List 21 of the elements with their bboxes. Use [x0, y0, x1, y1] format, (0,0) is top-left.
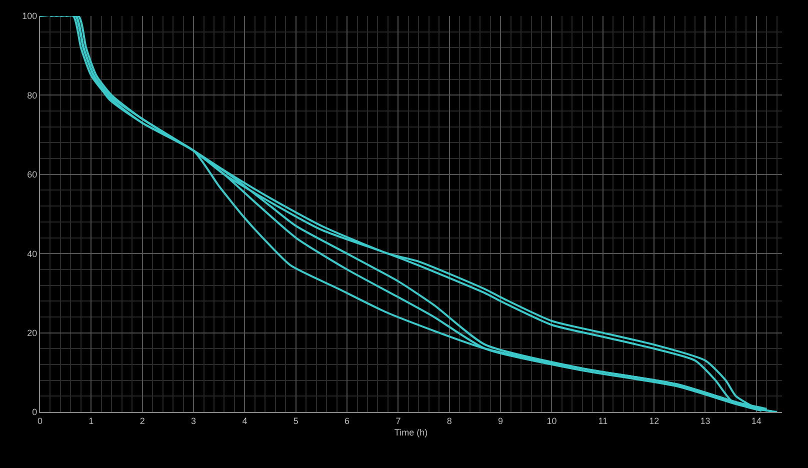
- x-tick-label: 5: [293, 416, 298, 426]
- y-tick-label: 80: [27, 90, 38, 100]
- x-tick-label: 2: [140, 416, 145, 426]
- x-tick-label: 14: [751, 416, 762, 426]
- x-tick-label: 6: [344, 416, 350, 426]
- x-tick-label: 1: [88, 416, 94, 426]
- x-tick-label: 9: [498, 416, 504, 426]
- x-axis-title: Time (h): [394, 428, 428, 438]
- x-tick-label: 3: [191, 416, 196, 426]
- x-tick-label: 4: [242, 416, 248, 426]
- x-tick-label: 12: [649, 416, 660, 426]
- y-tick-label: 40: [27, 248, 38, 259]
- x-tick-label: 13: [700, 416, 710, 426]
- y-tick-label: 20: [27, 328, 38, 338]
- x-tick-label: 8: [446, 416, 452, 426]
- x-tick-label: 11: [598, 416, 608, 426]
- y-tick-label: 60: [27, 170, 38, 180]
- y-tick-label: 0: [32, 407, 38, 418]
- x-tick-label: 7: [396, 416, 401, 426]
- y-tick-label: 100: [22, 11, 38, 22]
- x-tick-label: 10: [546, 416, 557, 426]
